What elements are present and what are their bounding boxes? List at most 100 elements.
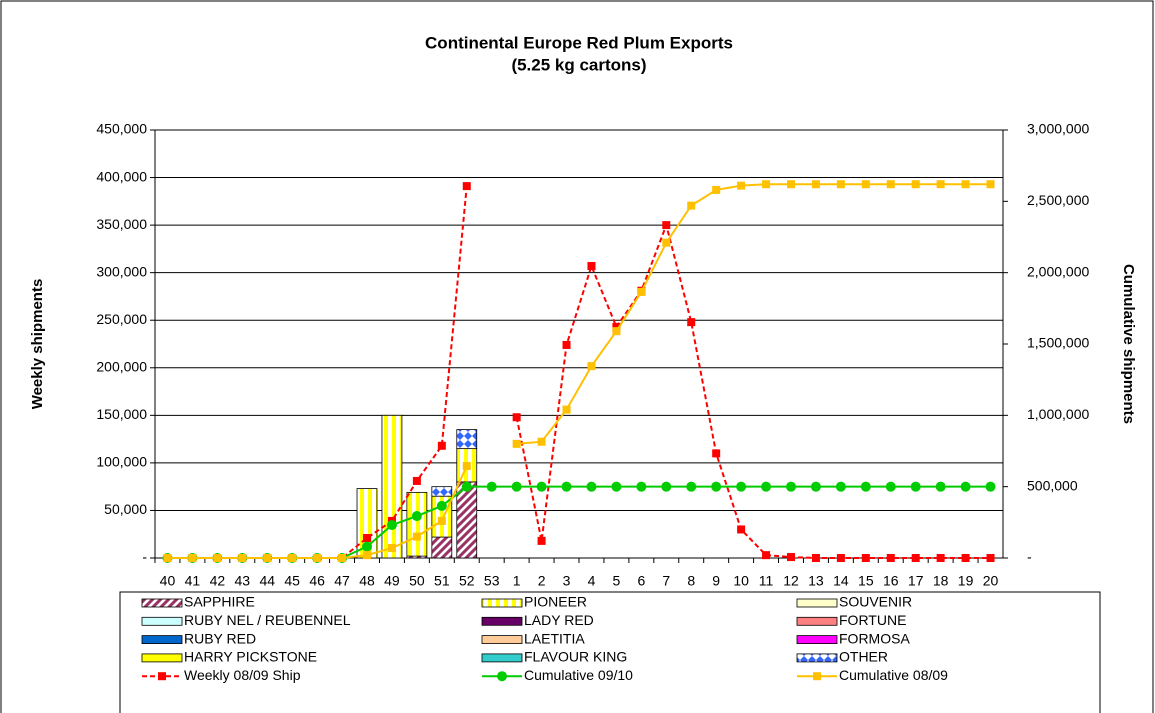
legend-label: FORTUNE <box>839 612 906 628</box>
legend-swatch <box>796 616 838 626</box>
y-tick-label: 250,000 <box>96 311 147 327</box>
y2-tick-label: 3,000,000 <box>1027 121 1089 137</box>
x-tick-label: 13 <box>808 573 824 589</box>
line-marker <box>537 536 546 545</box>
line-marker <box>687 318 696 327</box>
line-marker <box>836 554 845 562</box>
line-marker <box>911 180 920 189</box>
line-marker <box>412 476 421 485</box>
legend-label: LADY RED <box>524 612 594 628</box>
x-tick-label: 20 <box>983 573 999 589</box>
line-marker <box>736 481 747 492</box>
legend-label: HARRY PICKSTONE <box>184 649 317 665</box>
line-marker <box>935 481 946 492</box>
line-marker <box>363 534 371 543</box>
line-marker <box>213 554 222 562</box>
line-marker <box>861 180 870 189</box>
line-marker <box>536 481 547 492</box>
line-marker <box>886 180 895 189</box>
line-marker <box>787 180 795 189</box>
line-marker <box>960 481 971 492</box>
line-marker <box>761 481 772 492</box>
x-tick-label: 5 <box>613 573 621 589</box>
legend-label: OTHER <box>839 649 888 665</box>
x-tick-label: 11 <box>759 573 774 589</box>
line-marker <box>586 481 597 492</box>
line-marker <box>387 544 396 553</box>
line-marker <box>562 405 571 414</box>
x-tick-label: 9 <box>712 573 720 589</box>
legend-swatch <box>481 616 523 626</box>
y-tick-label: 50,000 <box>104 501 147 517</box>
line-marker <box>611 481 622 492</box>
line-marker <box>562 340 571 349</box>
line-marker <box>238 554 247 562</box>
line-marker <box>811 180 820 189</box>
legend-label: Cumulative 08/09 <box>839 667 948 683</box>
y-tick-label: 300,000 <box>96 263 147 279</box>
x-tick-label: 7 <box>662 573 670 589</box>
line-marker <box>662 238 671 247</box>
x-tick-label: 45 <box>284 573 300 589</box>
x-tick-label: 12 <box>783 573 799 589</box>
legend-marker <box>158 672 166 681</box>
y-tick-label: 150,000 <box>96 406 147 422</box>
legend-swatch <box>481 598 523 608</box>
x-tick-label: 52 <box>459 573 475 589</box>
line-marker <box>986 554 995 562</box>
legend-swatch <box>141 653 183 663</box>
x-tick-label: 14 <box>833 573 849 589</box>
line-marker <box>961 554 970 562</box>
line-marker <box>612 327 621 336</box>
line-marker <box>686 481 697 492</box>
line-marker <box>886 554 895 562</box>
y-tick-label: 200,000 <box>96 358 147 374</box>
line-marker <box>163 554 172 562</box>
legend-label: FORMOSA <box>839 630 910 646</box>
y-tick-label: 100,000 <box>96 454 147 470</box>
line-marker <box>910 481 921 492</box>
line-marker <box>835 481 846 492</box>
line-marker <box>787 553 795 562</box>
legend-swatch <box>141 598 183 608</box>
legend-swatch <box>796 598 838 608</box>
line-marker <box>786 481 796 492</box>
legend-label: Cumulative 09/10 <box>524 667 633 683</box>
chart-title: Continental Europe Red Plum Exports <box>425 33 733 52</box>
y-tick-label: 350,000 <box>96 216 147 232</box>
line-marker <box>338 554 347 562</box>
x-tick-label: 50 <box>409 573 425 589</box>
line-marker <box>612 322 621 331</box>
y2-tick-label: 2,500,000 <box>1027 192 1089 208</box>
line-marker <box>961 180 970 189</box>
bar <box>456 481 478 559</box>
x-tick-label: 2 <box>538 573 546 589</box>
line-marker <box>662 221 671 230</box>
x-tick-label: 1 <box>513 573 521 589</box>
x-tick-label: 46 <box>309 573 325 589</box>
legend-label: FLAVOUR KING <box>524 649 627 665</box>
line-marker <box>986 180 995 189</box>
bar <box>431 486 453 497</box>
line <box>516 183 991 445</box>
line-marker <box>411 511 422 522</box>
x-tick-label: 10 <box>733 573 749 589</box>
line-marker <box>188 554 197 562</box>
line-marker <box>362 541 372 552</box>
legend-swatch <box>141 635 183 644</box>
legend-label: LAETITIA <box>524 630 585 646</box>
y2-tick-label: 500,000 <box>1027 477 1078 493</box>
legend-label: SOUVENIR <box>839 594 912 610</box>
y2-axis-label: Cumulative shipments <box>1120 264 1137 424</box>
line-marker <box>762 180 771 189</box>
line-marker <box>811 554 820 562</box>
line-marker <box>437 441 446 450</box>
line-marker <box>637 287 646 296</box>
x-tick-label: 53 <box>484 573 500 589</box>
line-marker <box>985 481 996 492</box>
line-marker <box>762 551 771 560</box>
legend-swatch <box>796 635 838 644</box>
bar <box>381 414 403 559</box>
